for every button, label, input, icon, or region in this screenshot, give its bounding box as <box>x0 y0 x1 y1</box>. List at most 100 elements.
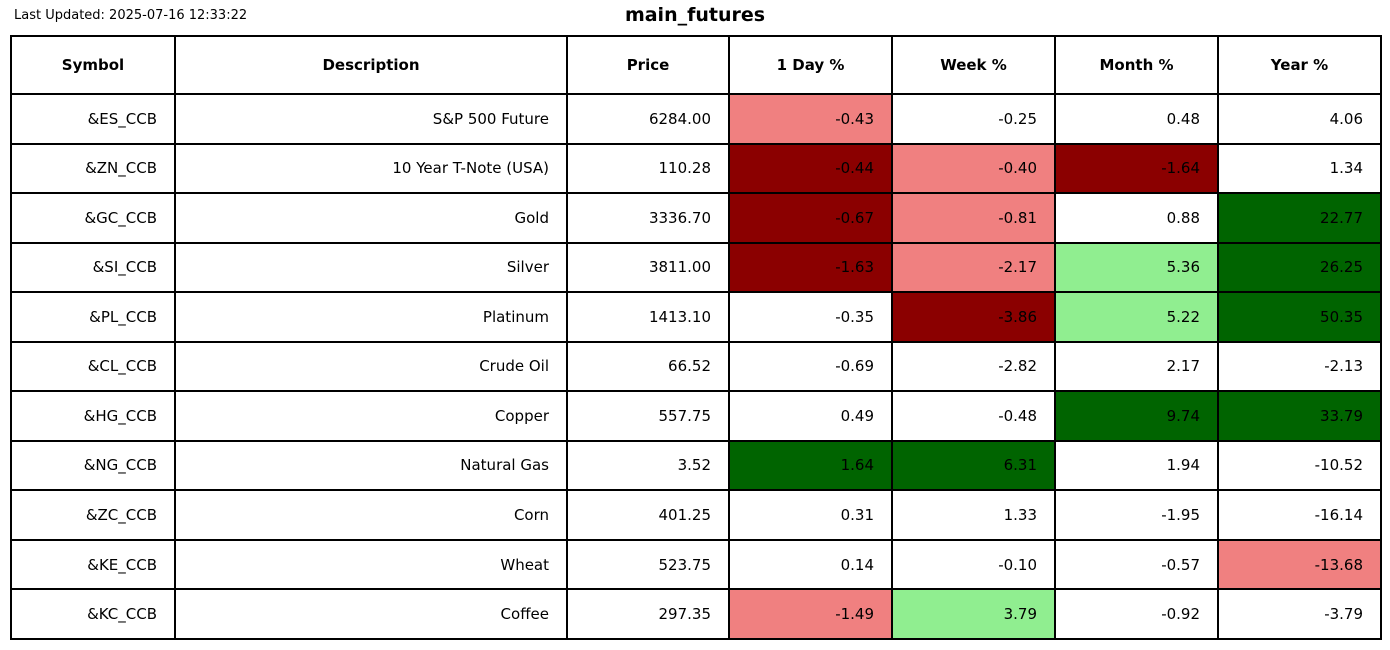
symbol-cell: &KE_CCB <box>10 538 176 591</box>
column-header: Year % <box>1217 35 1382 95</box>
table-row: &ZN_CCB 10 Year T-Note (USA) 110.28 -0.44 -0… <box>10 142 1382 195</box>
price-cell: 3.52 <box>566 439 730 492</box>
week-pct-cell: -2.82 <box>891 340 1056 393</box>
month-pct-cell: 0.88 <box>1054 192 1219 244</box>
week-pct-cell: -2.17 <box>891 241 1056 294</box>
year-pct-cell: 1.34 <box>1217 142 1382 195</box>
table-row: &KC_CCB Coffee 297.35 -1.49 3.79 -0.92 -3.79 <box>10 588 1382 640</box>
month-pct-cell: -1.95 <box>1054 489 1219 541</box>
description-cell: Crude Oil <box>174 340 568 393</box>
day-pct-cell: 0.31 <box>728 489 893 541</box>
price-cell: 401.25 <box>566 489 730 541</box>
symbol-cell: &HG_CCB <box>10 390 176 442</box>
year-pct-cell: 22.77 <box>1217 192 1382 244</box>
table-body: &ES_CCB S&P 500 Future 6284.00 -0.43 -0.25 0.… <box>10 93 1382 640</box>
week-pct-cell: -0.10 <box>891 538 1056 591</box>
table-row: &GC_CCB Gold 3336.70 -0.67 -0.81 0.88 22.77 <box>10 192 1382 244</box>
table-row: &NG_CCB Natural Gas 3.52 1.64 6.31 1.94 -10.52 <box>10 439 1382 492</box>
week-pct-cell: 3.79 <box>891 588 1056 640</box>
month-pct-cell: 1.94 <box>1054 439 1219 492</box>
year-pct-cell: 50.35 <box>1217 291 1382 343</box>
day-pct-cell: -0.35 <box>728 291 893 343</box>
week-pct-cell: -0.48 <box>891 390 1056 442</box>
day-pct-cell: -0.44 <box>728 142 893 195</box>
week-pct-cell: 1.33 <box>891 489 1056 541</box>
table-row: &KE_CCB Wheat 523.75 0.14 -0.10 -0.57 -13.68 <box>10 538 1382 591</box>
price-cell: 297.35 <box>566 588 730 640</box>
price-cell: 1413.10 <box>566 291 730 343</box>
column-header: Month % <box>1054 35 1219 95</box>
year-pct-cell: 4.06 <box>1217 93 1382 145</box>
month-pct-cell: 2.17 <box>1054 340 1219 393</box>
symbol-cell: &ZC_CCB <box>10 489 176 541</box>
year-pct-cell: -3.79 <box>1217 588 1382 640</box>
symbol-cell: &ES_CCB <box>10 93 176 145</box>
table-row: &ZC_CCB Corn 401.25 0.31 1.33 -1.95 -16.14 <box>10 489 1382 541</box>
description-cell: Natural Gas <box>174 439 568 492</box>
month-pct-cell: 5.22 <box>1054 291 1219 343</box>
description-cell: Wheat <box>174 538 568 591</box>
table-row: &SI_CCB Silver 3811.00 -1.63 -2.17 5.36 26.25 <box>10 241 1382 294</box>
description-cell: Corn <box>174 489 568 541</box>
table-row: &HG_CCB Copper 557.75 0.49 -0.48 9.74 33.79 <box>10 390 1382 442</box>
year-pct-cell: 33.79 <box>1217 390 1382 442</box>
week-pct-cell: 6.31 <box>891 439 1056 492</box>
symbol-cell: &KC_CCB <box>10 588 176 640</box>
price-cell: 6284.00 <box>566 93 730 145</box>
futures-table: Symbol Description Price 1 Day % Week % Month… <box>10 35 1382 640</box>
day-pct-cell: 0.14 <box>728 538 893 591</box>
table-row: &CL_CCB Crude Oil 66.52 -0.69 -2.82 2.17 -2.13 <box>10 340 1382 393</box>
price-cell: 3811.00 <box>566 241 730 294</box>
day-pct-cell: -1.63 <box>728 241 893 294</box>
price-cell: 3336.70 <box>566 192 730 244</box>
year-pct-cell: -16.14 <box>1217 489 1382 541</box>
table-row: &PL_CCB Platinum 1413.10 -0.35 -3.86 5.22 50.3… <box>10 291 1382 343</box>
symbol-cell: &CL_CCB <box>10 340 176 393</box>
table-row: &ES_CCB S&P 500 Future 6284.00 -0.43 -0.25 0.… <box>10 93 1382 145</box>
year-pct-cell: -10.52 <box>1217 439 1382 492</box>
description-cell: Silver <box>174 241 568 294</box>
symbol-cell: &SI_CCB <box>10 241 176 294</box>
table-header-row: Symbol Description Price 1 Day % Week % Month… <box>10 35 1382 95</box>
week-pct-cell: -0.81 <box>891 192 1056 244</box>
week-pct-cell: -0.40 <box>891 142 1056 195</box>
symbol-cell: &GC_CCB <box>10 192 176 244</box>
price-cell: 66.52 <box>566 340 730 393</box>
symbol-cell: &ZN_CCB <box>10 142 176 195</box>
price-cell: 110.28 <box>566 142 730 195</box>
month-pct-cell: -0.92 <box>1054 588 1219 640</box>
column-header: Price <box>566 35 730 95</box>
symbol-cell: &NG_CCB <box>10 439 176 492</box>
price-cell: 557.75 <box>566 390 730 442</box>
month-pct-cell: -1.64 <box>1054 142 1219 195</box>
month-pct-cell: 9.74 <box>1054 390 1219 442</box>
description-cell: Gold <box>174 192 568 244</box>
year-pct-cell: 26.25 <box>1217 241 1382 294</box>
month-pct-cell: 0.48 <box>1054 93 1219 145</box>
column-header: Week % <box>891 35 1056 95</box>
description-cell: Coffee <box>174 588 568 640</box>
day-pct-cell: 1.64 <box>728 439 893 492</box>
day-pct-cell: -0.67 <box>728 192 893 244</box>
column-header: 1 Day % <box>728 35 893 95</box>
year-pct-cell: -13.68 <box>1217 538 1382 591</box>
column-header: Description <box>174 35 568 95</box>
description-cell: 10 Year T-Note (USA) <box>174 142 568 195</box>
week-pct-cell: -0.25 <box>891 93 1056 145</box>
description-cell: S&P 500 Future <box>174 93 568 145</box>
last-updated-label: Last Updated: 2025-07-16 12:33:22 <box>14 8 248 23</box>
price-cell: 523.75 <box>566 538 730 591</box>
week-pct-cell: -3.86 <box>891 291 1056 343</box>
page-title: main_futures <box>624 4 766 26</box>
day-pct-cell: -0.69 <box>728 340 893 393</box>
description-cell: Platinum <box>174 291 568 343</box>
day-pct-cell: 0.49 <box>728 390 893 442</box>
month-pct-cell: 5.36 <box>1054 241 1219 294</box>
description-cell: Copper <box>174 390 568 442</box>
month-pct-cell: -0.57 <box>1054 538 1219 591</box>
day-pct-cell: -1.49 <box>728 588 893 640</box>
year-pct-cell: -2.13 <box>1217 340 1382 393</box>
day-pct-cell: -0.43 <box>728 93 893 145</box>
symbol-cell: &PL_CCB <box>10 291 176 343</box>
